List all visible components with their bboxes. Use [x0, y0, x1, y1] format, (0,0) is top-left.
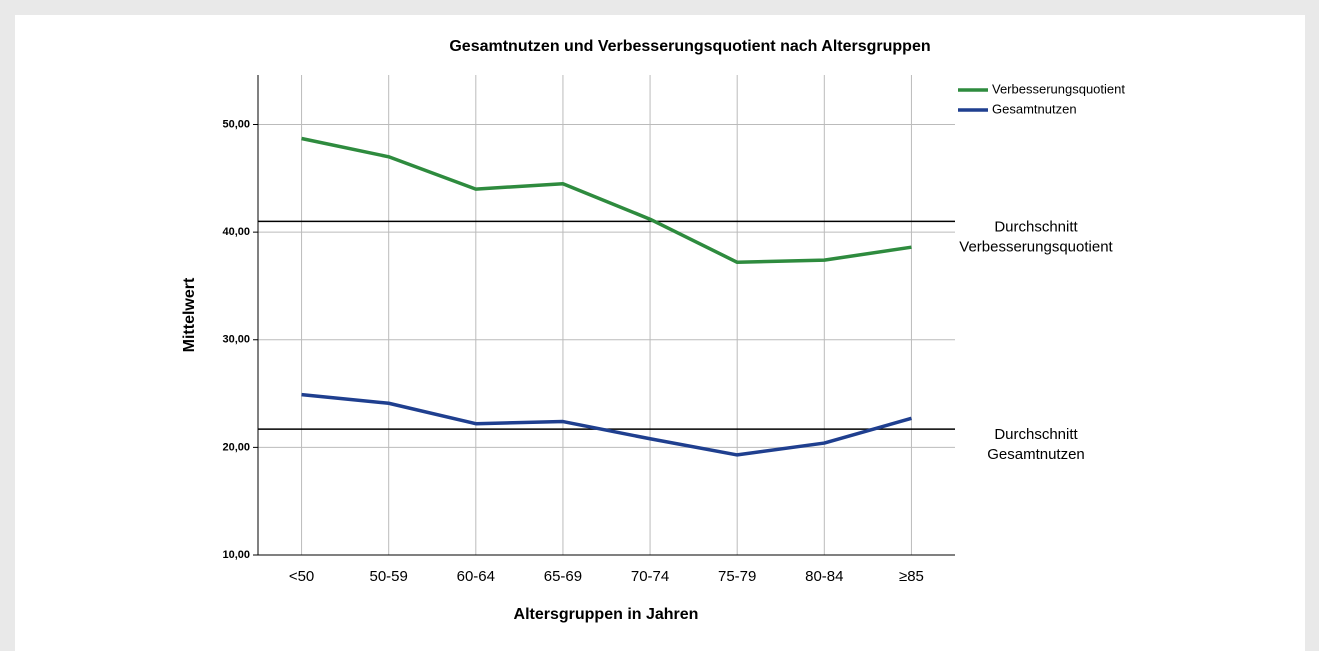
- legend-label: Verbesserungsquotient: [992, 81, 1125, 96]
- y-tick-label: 10,00: [222, 549, 250, 561]
- y-tick-label: 20,00: [222, 441, 250, 453]
- reference-label: Durchschnitt: [994, 426, 1078, 443]
- x-tick-label: 75-79: [718, 568, 756, 585]
- x-tick-label: 60-64: [457, 568, 495, 585]
- x-tick-label: <50: [289, 568, 314, 585]
- y-tick-label: 50,00: [222, 118, 250, 130]
- reference-label: Verbesserungsquotient: [959, 238, 1113, 255]
- y-axis-label: Mittelwert: [181, 277, 198, 352]
- x-tick-label: 70-74: [631, 568, 669, 585]
- x-axis-label: Altersgruppen in Jahren: [514, 606, 699, 623]
- x-tick-label: 80-84: [805, 568, 843, 585]
- x-tick-label: 50-59: [370, 568, 408, 585]
- y-tick-label: 30,00: [222, 334, 250, 346]
- x-tick-label: 65-69: [544, 568, 582, 585]
- chart-title: Gesamtnutzen und Verbesserungsquotient n…: [449, 38, 930, 55]
- series-line: [301, 392, 912, 457]
- x-tick-label: ≥85: [899, 568, 924, 585]
- legend-label: Gesamtnutzen: [992, 101, 1077, 116]
- reference-label: Gesamtnutzen: [987, 446, 1085, 463]
- reference-label: Durchschnitt: [994, 218, 1078, 235]
- chart-background: [15, 15, 1305, 651]
- y-tick-label: 40,00: [222, 226, 250, 238]
- series-line: [301, 136, 912, 265]
